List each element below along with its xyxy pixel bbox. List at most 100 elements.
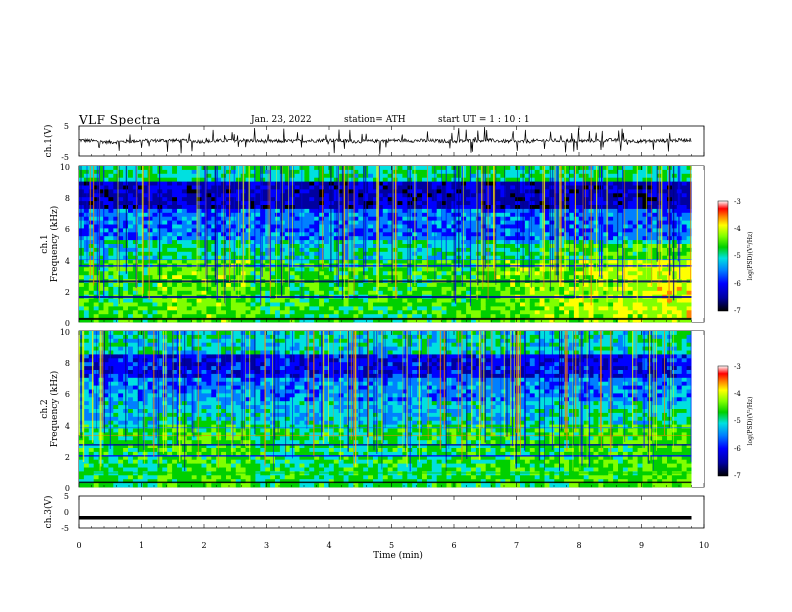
ch1-spec-cell	[88, 275, 95, 280]
ch1-spec-cell	[573, 177, 580, 182]
ch1-spec-cell	[343, 271, 349, 276]
ch1-spec-cell	[373, 318, 379, 323]
ch1-spec-cell	[206, 216, 212, 221]
ch1-spec-cell	[284, 298, 291, 303]
ch1-spec-cell	[338, 201, 344, 206]
ch1-spec-cell	[113, 247, 119, 253]
ch1-spec-cell	[397, 267, 403, 272]
ch1-spec-cell	[505, 259, 511, 264]
ch1-spec-cell	[377, 247, 384, 253]
ch1-spec-cell	[578, 267, 585, 272]
ch1-spec-cell	[471, 251, 477, 257]
ch1-spec-cell	[314, 247, 320, 253]
ch1-spec-cell	[270, 220, 276, 225]
ch1-spec-cell	[132, 224, 139, 229]
ch1-spec-cell	[93, 193, 99, 198]
ch1-spec-cell	[534, 205, 540, 210]
ch1-spec-cell	[181, 310, 188, 315]
ch1-spec-cell	[549, 189, 555, 194]
ch1-spec-cell	[319, 298, 325, 303]
ch1-spec-cell	[417, 306, 423, 311]
ch1-spec-cell	[505, 177, 511, 182]
ch1-spec-cell	[652, 208, 658, 214]
ch1-spec-cell	[314, 318, 320, 323]
ch1-spec-cell	[275, 255, 281, 260]
ch1-spec-cell	[132, 306, 139, 311]
ch1-spec-cell	[172, 197, 178, 202]
ch1-spec-cell	[358, 247, 364, 253]
ch1-spec-cell	[573, 244, 580, 249]
ch1-spec-cell	[471, 302, 477, 307]
ch1-spec-cell	[642, 189, 648, 194]
ch1-spec-cell	[250, 201, 256, 206]
ch1-spec-cell	[466, 189, 472, 194]
ch1-spec-cell	[98, 310, 104, 315]
ch1-spec-cell	[181, 212, 188, 218]
ch1-spec-cell	[128, 205, 134, 210]
ch1-spec-cell	[162, 228, 168, 233]
ch1-spec-cell	[177, 275, 183, 280]
ch1-spec-cell	[475, 189, 482, 194]
ch1-spec-cell	[240, 302, 246, 307]
ch1-spec-cell	[564, 298, 570, 303]
ch1-spec-cell	[637, 267, 643, 272]
ch1-spec-cell	[88, 259, 95, 264]
ch1-spec-cell	[245, 275, 251, 280]
ch1-spec-cell	[216, 228, 222, 233]
ch1-spec-cell	[662, 306, 668, 311]
ch1-spec-cell	[319, 255, 325, 260]
ch1-spec-cell	[142, 189, 148, 194]
ch1-spec-cell	[309, 177, 315, 182]
ch1-spec-cell	[544, 267, 550, 272]
ch1-spec-cell	[343, 185, 349, 190]
ch1-spec-cell	[358, 267, 364, 272]
ch1-spec-cell	[647, 259, 653, 264]
ch1-spec-cell	[167, 267, 173, 272]
ch1-spec-cell	[622, 197, 629, 202]
ch1-spec-cell	[162, 267, 168, 272]
ch1-spec-cell	[206, 275, 212, 280]
ch1-spec-cell	[392, 314, 398, 319]
ch1-spec-cell	[377, 318, 384, 323]
ch1-spec-cell	[103, 314, 109, 319]
ch1-spec-cell	[618, 247, 624, 253]
ch1-spec-cell	[461, 247, 467, 253]
ch1-spec-cell	[123, 283, 129, 288]
ch1-spec-cell	[172, 189, 178, 194]
ch1-spec-cell	[608, 212, 614, 218]
ch1-spec-cell	[529, 201, 536, 206]
ch1-spec-cell	[284, 201, 291, 206]
ch1-spec-cell	[279, 318, 286, 323]
ch1-spec-cell	[98, 205, 104, 210]
ch1-spec-cell	[275, 290, 281, 296]
ch1-spec-cell	[216, 177, 222, 182]
ch1-spec-cell	[632, 286, 638, 292]
ch1-spec-cell	[177, 298, 183, 303]
ch1-spec-cell	[495, 240, 501, 245]
ch1-spec-cell	[426, 247, 433, 253]
ch1-spec-cell	[426, 228, 433, 233]
ch1-spec-cell	[260, 267, 266, 272]
ch1-spec-cell	[549, 193, 555, 198]
ch1-spec-cell	[387, 318, 393, 323]
ch1-spec-cell	[358, 205, 364, 210]
ch1-spec-cell	[255, 212, 261, 218]
ch1-spec-cell	[167, 318, 173, 323]
ch1-spec-cell	[186, 232, 193, 237]
ch1-spec-cell	[108, 286, 114, 292]
ch1-spec-cell	[284, 244, 291, 249]
ch1-spec-cell	[529, 267, 536, 272]
ch1-spec-cell	[681, 185, 687, 190]
ch1-spec-cell	[275, 166, 281, 171]
ch1-spec-cell	[608, 169, 614, 175]
ch1-spec-cell	[162, 302, 168, 307]
ch1-spec-cell	[569, 169, 575, 175]
ch1-spec-cell	[324, 208, 330, 214]
ch1-spec-cell	[397, 189, 403, 194]
ch1-spec-cell	[539, 181, 545, 186]
ch1-spec-cell	[397, 247, 403, 253]
ch1-spec-cell	[534, 185, 540, 190]
ch1-spec-cell	[544, 201, 550, 206]
ch1-spec-cell	[255, 267, 261, 272]
ch1-spec-cell	[642, 205, 648, 210]
